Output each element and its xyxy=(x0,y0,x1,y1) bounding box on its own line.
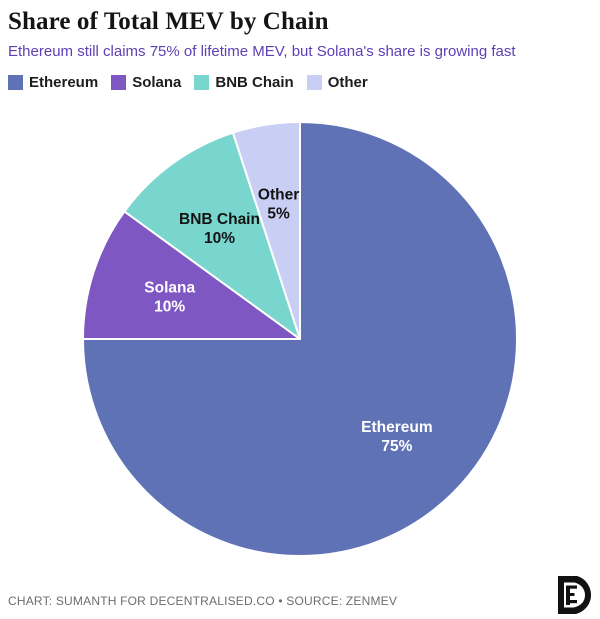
decentralised-co-logo xyxy=(558,576,591,614)
chart-title: Share of Total MEV by Chain xyxy=(8,8,329,35)
slice-label-other: Other 5% xyxy=(258,187,299,223)
legend-item-solana: Solana xyxy=(111,74,181,91)
pie-slice-bnb-chain xyxy=(123,131,301,340)
pie-svg: Ethereum 75% Solana 10% BNB Chain 10%Other 5% xyxy=(82,121,518,557)
footer: CHART: SUMANTH FOR DECENTRALISED.CO • SO… xyxy=(8,575,593,615)
legend-item-other: Other xyxy=(306,74,368,91)
legend-swatch-icon xyxy=(306,75,322,90)
legend-label: Other xyxy=(327,74,368,91)
slice-label-ethereum: Ethereum 75% xyxy=(361,419,433,455)
legend-label: BNB Chain xyxy=(215,74,294,91)
legend-swatch-icon xyxy=(8,75,23,90)
legend-swatch-icon xyxy=(111,75,127,90)
legend-label: Solana xyxy=(132,74,182,91)
legend-label: Ethereum xyxy=(29,74,99,91)
pie-slice-other xyxy=(231,121,301,340)
credit-line: CHART: SUMANTH FOR DECENTRALISED.CO • SO… xyxy=(8,594,398,608)
legend-swatch-icon xyxy=(194,75,210,90)
chart-subtitle: Ethereum still claims 75% of lifetime ME… xyxy=(8,43,516,60)
slice-label-solana: Solana 10% xyxy=(144,280,195,316)
pie-chart: Ethereum 75% Solana 10% BNB Chain 10% Other 5% xyxy=(80,119,520,559)
legend: Ethereum Solana BNB Chain Other xyxy=(8,74,368,91)
legend-item-bnb-chain: BNB Chain xyxy=(194,74,294,91)
pie-slice-solana xyxy=(82,210,301,340)
slice-label-bnb-chain: BNB Chain 10% xyxy=(179,211,260,247)
legend-item-ethereum: Ethereum xyxy=(8,74,98,91)
